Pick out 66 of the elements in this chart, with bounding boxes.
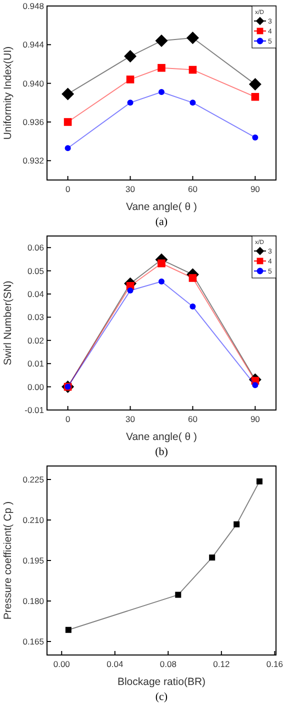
point bbox=[124, 50, 137, 63]
y-tick-label: 0.180 bbox=[22, 596, 44, 606]
y-tick-label: 0.936 bbox=[22, 117, 44, 127]
point bbox=[252, 382, 258, 388]
point bbox=[209, 554, 216, 561]
x-axis-title: Blockage ratio(BR) bbox=[117, 676, 206, 688]
x-tick-label: 0.00 bbox=[53, 659, 70, 669]
y-tick-label: 0.00 bbox=[27, 382, 44, 392]
point bbox=[158, 89, 164, 96]
x-tick-label: 90 bbox=[250, 414, 260, 424]
y-axis-title: Swirl Number(SN) bbox=[2, 280, 14, 366]
point bbox=[188, 66, 197, 74]
point bbox=[175, 592, 182, 598]
text: (c) bbox=[155, 691, 168, 703]
x-tick-label: 90 bbox=[250, 184, 260, 194]
text: (a) bbox=[155, 216, 168, 228]
x-tick-label: 30 bbox=[126, 414, 136, 424]
y-axis-title: Uniformity Index(UI) bbox=[2, 46, 14, 140]
point bbox=[127, 288, 134, 294]
y-tick-label: 0.940 bbox=[22, 78, 44, 88]
y-tick-label: 0.932 bbox=[22, 156, 44, 166]
point bbox=[155, 34, 168, 48]
y-tick-label: 0.944 bbox=[22, 40, 44, 50]
y-tick-label: 0.210 bbox=[22, 515, 44, 525]
point bbox=[126, 76, 134, 84]
x-tick-label: 0.12 bbox=[213, 659, 230, 669]
y-tick-label: 0.02 bbox=[27, 335, 44, 346]
x-tick-label: 30 bbox=[126, 184, 136, 194]
point bbox=[248, 78, 262, 91]
point bbox=[64, 118, 72, 126]
x-tick-label: 60 bbox=[188, 184, 198, 194]
point bbox=[252, 134, 258, 140]
x-tick-label: 0.16 bbox=[266, 659, 284, 669]
point bbox=[234, 521, 240, 528]
point bbox=[190, 100, 196, 106]
point bbox=[188, 274, 197, 282]
x-axis-title: Vane angle( θ ) bbox=[126, 201, 198, 213]
point bbox=[65, 626, 72, 633]
y-tick-label: 0.03 bbox=[27, 312, 44, 322]
point bbox=[64, 145, 71, 152]
y-tick-label: 0.01 bbox=[27, 358, 44, 369]
x-tick-label: 60 bbox=[188, 414, 198, 424]
point bbox=[186, 32, 199, 44]
x-tick-label: 0.08 bbox=[160, 659, 177, 669]
x-tick-label: 0 bbox=[65, 414, 70, 424]
y-tick-label: -0.01 bbox=[24, 405, 44, 415]
point bbox=[251, 92, 260, 101]
text: (b) bbox=[155, 446, 168, 458]
y-tick-label: 0.06 bbox=[27, 242, 44, 253]
x-tick-label: 0 bbox=[65, 184, 70, 194]
y-tick-label: 0.195 bbox=[22, 556, 44, 566]
y-tick-label: 0.165 bbox=[22, 636, 44, 646]
point bbox=[158, 64, 166, 72]
point bbox=[127, 100, 134, 106]
x-tick-label: 0.04 bbox=[106, 659, 124, 669]
y-tick-label: 0.948 bbox=[22, 1, 44, 11]
y-axis-title: Pressure coefficient( Cp ) bbox=[2, 501, 14, 620]
point bbox=[256, 478, 262, 484]
point bbox=[158, 278, 164, 284]
y-tick-label: 0.225 bbox=[22, 474, 44, 484]
point bbox=[158, 259, 166, 268]
point bbox=[190, 304, 196, 310]
x-axis-title: Vane angle( θ ) bbox=[126, 431, 198, 443]
y-tick-label: 0.04 bbox=[27, 289, 44, 299]
y-tick-label: 0.05 bbox=[27, 266, 44, 276]
point bbox=[62, 88, 74, 100]
